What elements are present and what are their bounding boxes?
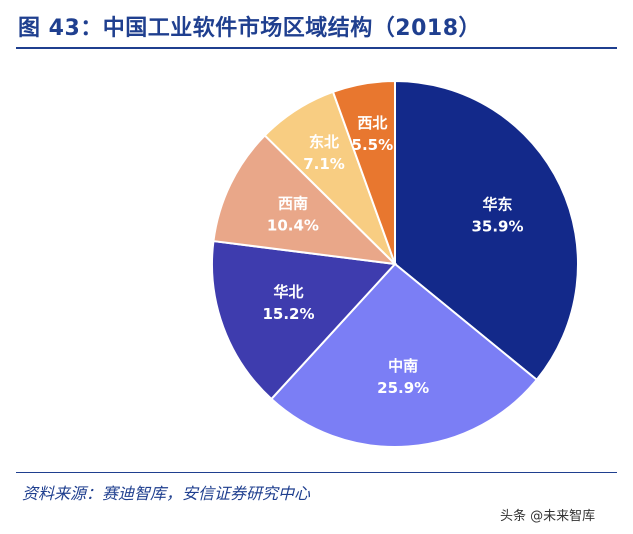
slice-value-label: 25.9%	[377, 379, 429, 397]
pie-slices	[211, 79, 579, 448]
pie-slice	[270, 262, 539, 448]
slice-value-label: 10.4%	[267, 216, 319, 234]
slice-name-label: 华东	[483, 195, 513, 213]
title-divider	[16, 47, 617, 49]
slice-value-label: 35.9%	[471, 217, 523, 235]
slice-value-label: 15.2%	[262, 305, 314, 323]
pie-slice	[331, 79, 396, 265]
pie-labels: 华东 35.9% 中南 25.9% 华北 15.2% 西南 10.4% 东北 7.1% 西北 5.5%	[262, 114, 523, 397]
slice-value-label: 5.5%	[352, 136, 394, 154]
slice-name-label: 西北	[357, 114, 387, 132]
watermark-text: 头条 @未来智库	[500, 509, 596, 524]
pie-slice	[394, 79, 579, 382]
slice-name-label: 中南	[388, 357, 418, 375]
slice-name-label: 华北	[273, 283, 303, 301]
pie-slice	[211, 239, 398, 401]
slice-name-label: 西南	[278, 194, 308, 212]
source-note: 资料来源：赛迪智库，安信证券研究中心	[22, 484, 311, 503]
pie-slice	[212, 134, 398, 266]
chart-title: 图 43：中国工业软件市场区域结构（2018）	[18, 16, 482, 41]
slice-value-label: 7.1%	[303, 155, 345, 173]
slice-name-label: 东北	[309, 133, 339, 151]
source-divider	[16, 472, 617, 473]
